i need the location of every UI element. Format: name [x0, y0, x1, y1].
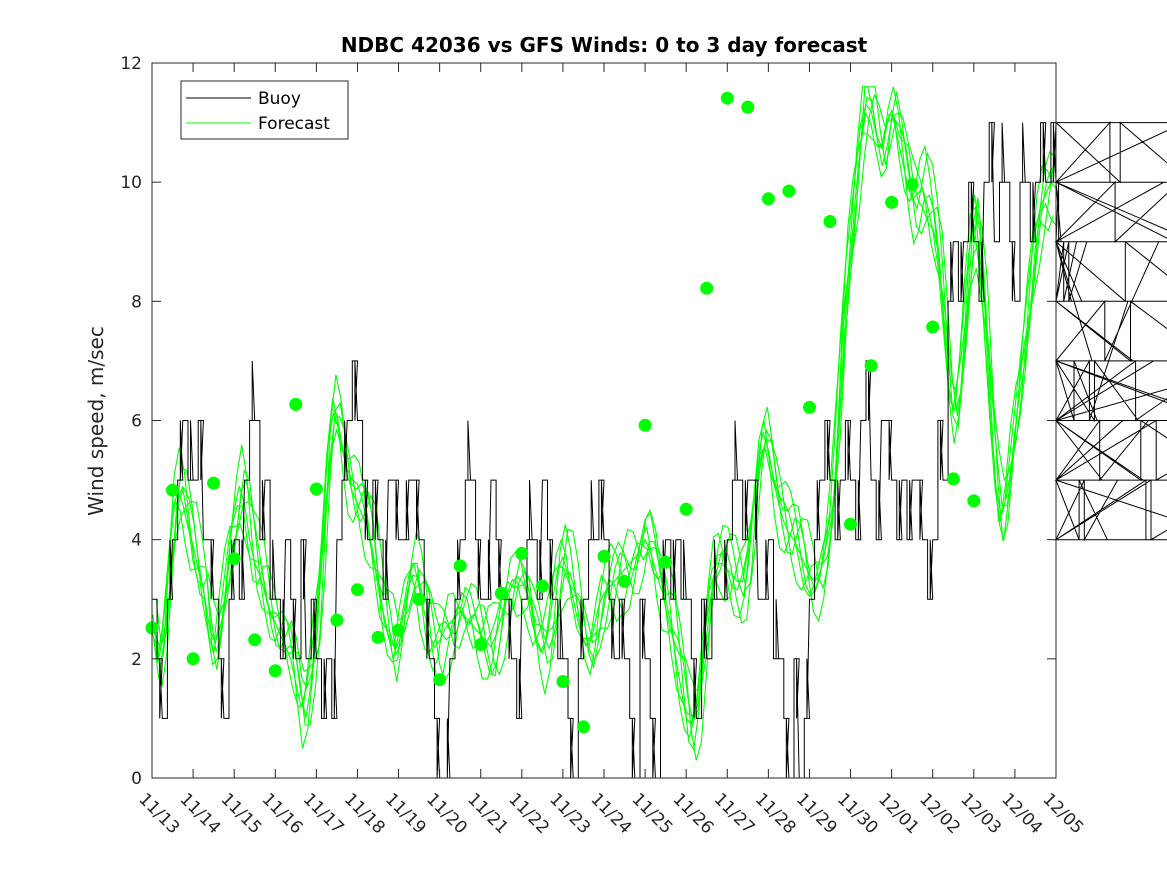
forecast-point: [227, 552, 241, 566]
forecast-point: [946, 472, 960, 486]
forecast-point: [761, 192, 775, 206]
forecast-point: [248, 633, 262, 647]
buoy-line: [152, 121, 1167, 779]
forecast-point: [330, 613, 344, 627]
y-tick-label: 4: [131, 531, 142, 551]
forecast-line: [156, 91, 1057, 761]
forecast-point: [823, 215, 837, 228]
forecast-point: [741, 100, 755, 114]
forecast-point: [864, 359, 878, 373]
y-tick-label: 0: [131, 769, 142, 789]
forecast-line: [152, 96, 1053, 718]
forecast-point: [967, 494, 981, 508]
forecast-point: [392, 623, 405, 637]
forecast-point: [803, 400, 816, 414]
forecast-point: [433, 673, 447, 687]
legend-box: [180, 80, 349, 140]
forecast-line: [153, 86, 1053, 749]
y-axis-label: Wind speed, m/sec: [84, 326, 108, 516]
y-tick-label: 2: [131, 650, 142, 670]
legend: Buoy Forecast: [180, 80, 349, 140]
forecast-point: [412, 592, 426, 606]
forecast-point: [556, 675, 570, 688]
forecast-point: [782, 184, 796, 198]
y-tick-label: 6: [131, 412, 142, 432]
forecast-point: [453, 559, 467, 573]
chart-title: NDBC 42036 vs GFS Winds: 0 to 3 day fore…: [341, 33, 868, 57]
forecast-line: [153, 113, 1054, 751]
forecast-point: [351, 583, 364, 597]
forecast-point: [926, 320, 940, 334]
forecast-point: [289, 397, 303, 411]
y-tick-label: 12: [120, 54, 142, 74]
forecast-point: [885, 195, 899, 209]
forecast-point: [186, 652, 200, 666]
forecast-point: [720, 91, 734, 105]
forecast-point: [844, 517, 857, 531]
forecast-point: [207, 476, 221, 490]
legend-label: Forecast: [258, 114, 330, 134]
forecast-point: [905, 178, 919, 191]
forecast-point: [166, 483, 179, 497]
forecast-point: [535, 579, 549, 593]
legend-label: Buoy: [258, 89, 301, 109]
forecast-point: [700, 281, 714, 295]
forecast-point: [371, 630, 385, 644]
forecast-point: [515, 546, 529, 560]
forecast-point: [309, 482, 323, 496]
forecast-point: [597, 549, 611, 563]
forecast-point: [577, 720, 590, 734]
forecast-point: [618, 574, 631, 588]
forecast-point: [268, 664, 282, 678]
forecast-point: [474, 638, 488, 651]
y-tick-label: 8: [131, 292, 142, 312]
series-layer: [151, 86, 1167, 779]
forecast-point: [659, 555, 673, 569]
forecast-point: [679, 502, 693, 516]
y-tick-label: 10: [120, 173, 142, 193]
forecast-point: [494, 586, 508, 600]
forecast-point: [638, 418, 652, 432]
